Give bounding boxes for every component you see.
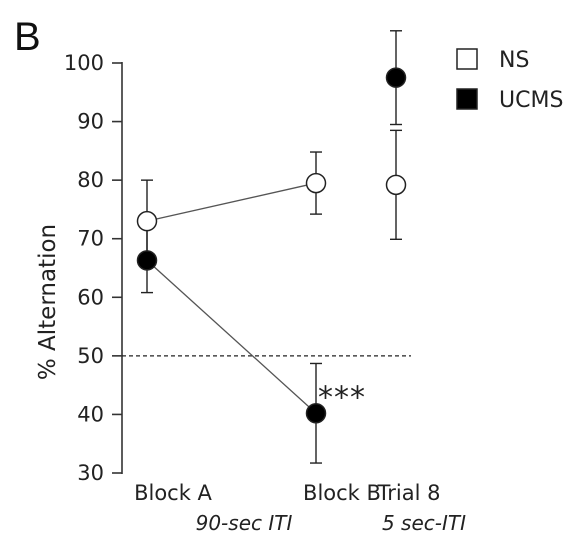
point-ns (385, 174, 407, 196)
y-tick-label: 70 (77, 227, 104, 251)
y-axis-label: % Alternation (35, 224, 61, 380)
point-ucms (305, 403, 327, 424)
x-category-label: Block B (303, 481, 381, 505)
legend-swatch-ns (456, 48, 478, 70)
x-category-sublabel: 90-sec ITI (196, 511, 293, 535)
legend-label-ns: NS (499, 48, 529, 73)
y-tick-label: 90 (77, 110, 104, 134)
point-ucms (385, 67, 407, 88)
legend: NS UCMS (456, 48, 563, 113)
y-tick-label: 60 (77, 285, 104, 309)
x-category-label: Trial 8 (377, 481, 441, 505)
point-ns (305, 172, 327, 194)
x-category-sublabel: 5 sec-ITI (382, 511, 466, 535)
legend-label-ucms: UCMS (499, 88, 563, 113)
legend-swatch-ucms (456, 88, 478, 110)
point-ucms (136, 250, 158, 271)
panel-label: B (14, 15, 41, 59)
series-line-ucms (146, 259, 317, 414)
y-tick-label: 100 (64, 51, 104, 75)
y-tick-label: 80 (77, 168, 104, 192)
series-layer (136, 30, 407, 464)
axes: 30 40 50 60 70 80 90 100 (64, 51, 123, 485)
significance-annotation: *** (318, 380, 366, 415)
point-ns (136, 210, 158, 232)
series-line-ns (146, 182, 317, 222)
y-tick-label: 50 (77, 344, 104, 368)
y-tick-label: 30 (77, 461, 104, 485)
x-category-label: Block A (134, 481, 212, 505)
y-tick-label: 40 (77, 402, 104, 426)
